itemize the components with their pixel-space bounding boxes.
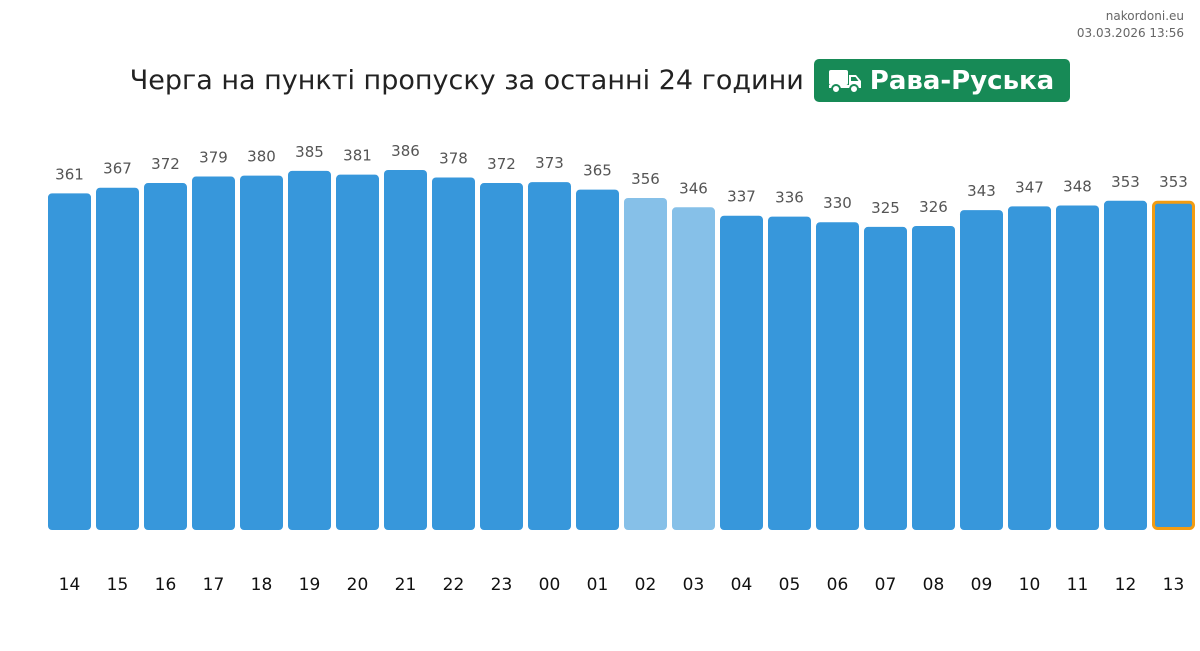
value-label-11: 348 xyxy=(1063,177,1092,195)
bar-12 xyxy=(1104,200,1147,530)
bar-02 xyxy=(624,197,667,530)
tick-label-21: 21 xyxy=(395,575,417,595)
truck-icon xyxy=(828,68,862,94)
bar-15 xyxy=(96,187,139,530)
tick-label-06: 06 xyxy=(827,575,849,595)
tick-label-15: 15 xyxy=(107,575,129,595)
value-label-08: 326 xyxy=(919,198,948,216)
tick-label-02: 02 xyxy=(635,575,657,595)
value-label-00: 373 xyxy=(535,154,564,172)
tick-label-17: 17 xyxy=(203,575,225,595)
bar-20 xyxy=(336,174,379,530)
bar-18 xyxy=(240,175,283,530)
tick-label-07: 07 xyxy=(875,575,897,595)
value-label-06: 330 xyxy=(823,194,852,212)
bar-03 xyxy=(672,207,715,530)
value-label-10: 347 xyxy=(1015,178,1044,196)
title-row: Черга на пункті пропуску за останні 24 г… xyxy=(0,59,1200,102)
tick-label-18: 18 xyxy=(251,575,273,595)
bar-21 xyxy=(384,170,427,530)
value-label-17: 379 xyxy=(199,149,228,167)
bar-16 xyxy=(144,183,187,530)
value-label-09: 343 xyxy=(967,182,996,200)
value-label-15: 367 xyxy=(103,160,132,178)
value-label-03: 346 xyxy=(679,179,708,197)
value-label-21: 386 xyxy=(391,142,420,160)
value-label-16: 372 xyxy=(151,155,180,173)
tick-label-14: 14 xyxy=(59,575,81,595)
bar-05 xyxy=(768,216,811,530)
tick-label-13: 13 xyxy=(1163,575,1185,595)
bar-10 xyxy=(1008,206,1051,531)
value-label-05: 336 xyxy=(775,189,804,207)
bar-07 xyxy=(864,226,907,531)
tick-label-04: 04 xyxy=(731,575,753,595)
value-label-04: 337 xyxy=(727,188,756,206)
bar-09 xyxy=(960,210,1003,530)
tick-label-22: 22 xyxy=(443,575,465,595)
tick-label-09: 09 xyxy=(971,575,993,595)
value-label-14: 361 xyxy=(55,165,84,183)
tick-label-03: 03 xyxy=(683,575,705,595)
tick-label-11: 11 xyxy=(1067,575,1089,595)
checkpoint-name: Рава-Руська xyxy=(869,65,1055,96)
value-label-23: 372 xyxy=(487,155,516,173)
value-label-19: 385 xyxy=(295,143,324,161)
bar-06 xyxy=(816,222,859,531)
tick-label-19: 19 xyxy=(299,575,321,595)
tick-label-00: 00 xyxy=(539,575,561,595)
tick-label-16: 16 xyxy=(155,575,177,595)
bar-13 xyxy=(1152,200,1195,531)
tick-label-05: 05 xyxy=(779,575,801,595)
tick-label-01: 01 xyxy=(587,575,609,595)
tick-label-12: 12 xyxy=(1115,575,1137,595)
checkpoint-badge: Рава-Руська xyxy=(813,59,1071,102)
tick-label-23: 23 xyxy=(491,575,513,595)
chart-title: Черга на пункті пропуску за останні 24 г… xyxy=(129,65,804,96)
value-label-02: 356 xyxy=(631,170,660,188)
value-label-18: 380 xyxy=(247,148,276,166)
bar-14 xyxy=(48,193,91,531)
value-label-12: 353 xyxy=(1111,173,1140,191)
source-timestamp: 03.03.2026 13:56 xyxy=(1076,26,1184,40)
value-label-07: 325 xyxy=(871,199,900,217)
bar-17 xyxy=(192,176,235,530)
bar-19 xyxy=(288,170,331,530)
bar-04 xyxy=(720,215,763,531)
bar-01 xyxy=(576,189,619,530)
bar-00 xyxy=(528,182,571,530)
value-label-01: 365 xyxy=(583,162,612,180)
tick-label-10: 10 xyxy=(1019,575,1041,595)
bar-08 xyxy=(912,225,955,530)
tick-label-08: 08 xyxy=(923,575,945,595)
bar-23 xyxy=(480,183,523,530)
bar-22 xyxy=(432,177,475,531)
value-label-13: 353 xyxy=(1159,173,1188,191)
bar-11 xyxy=(1056,205,1099,530)
value-label-22: 378 xyxy=(439,149,468,167)
value-label-20: 381 xyxy=(343,147,372,165)
tick-label-20: 20 xyxy=(347,575,369,595)
source-info: nakordoni.eu 03.03.2026 13:56 xyxy=(1077,8,1184,42)
source-site: nakordoni.eu xyxy=(1105,9,1184,23)
